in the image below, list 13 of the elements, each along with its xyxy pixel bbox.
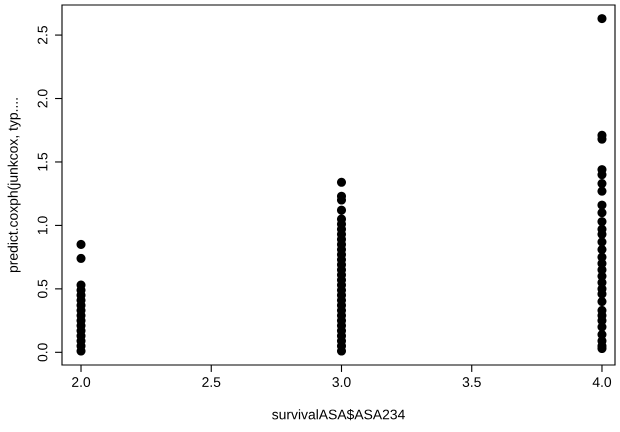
y-tick-label: 0.5 <box>38 280 48 298</box>
y-tick-label: 2.0 <box>38 89 48 108</box>
x-tick-label: 3.0 <box>332 377 351 388</box>
x-tick-label: 4.0 <box>592 377 612 388</box>
y-axis-title: predict.coxph(junkcox, typ.... <box>8 98 21 272</box>
y-tick-label: 1.0 <box>38 216 48 234</box>
x-tick-label: 3.5 <box>462 377 481 388</box>
y-tick-label: 2.5 <box>38 26 48 44</box>
y-tick-label: 1.5 <box>38 152 48 171</box>
x-axis-title: survivalASA$ASA234 <box>272 408 405 420</box>
x-tick-label: 2.0 <box>72 377 90 388</box>
x-tick-label: 2.5 <box>202 377 220 388</box>
y-tick-label: 0.0 <box>38 343 48 362</box>
